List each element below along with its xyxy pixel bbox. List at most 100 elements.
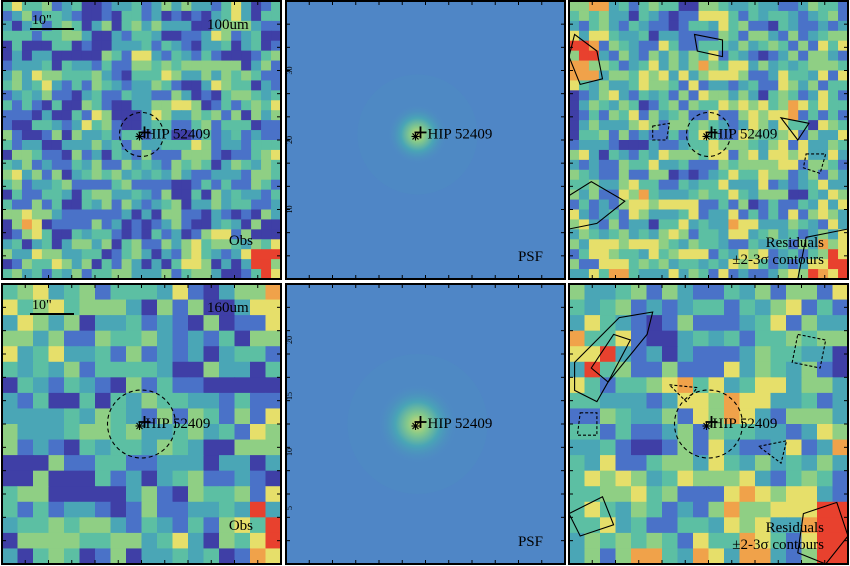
row-160um-residual-pixel [739,424,756,441]
row-160um-obs-pixel [2,439,19,456]
row-160um-residual-pixel [755,330,772,347]
row-100um-residual-pixel [748,159,759,171]
row-160um-residual-pixel [569,346,586,363]
row-100um-obs-pixel [91,100,103,111]
row-160um-residual-pixel [832,361,848,378]
row-100um-obs-pixel [71,269,83,279]
row-100um-obs-pixel [111,110,123,121]
row-100um-obs-pixel [101,259,113,270]
row-100um-residual-pixel [569,179,580,191]
row-160um-obs-pixel [141,517,158,534]
row-100um-obs-pixel [151,10,163,22]
row-100um-obs-pixel [261,50,272,62]
row-100um-residual-pixel [578,90,590,101]
row-100um-residual-pixel [728,40,739,52]
row-100um-residual-pixel [738,1,749,12]
row-100um-residual-pixel [668,199,680,211]
row-100um-residual-pixel [768,239,779,250]
row-100um-residual-pixel [808,149,819,161]
row-100um-obs-pixel [241,100,252,111]
row-160um-obs-pixel [126,315,143,332]
row-100um-obs-pixel [111,60,123,72]
row-100um-residual-pixel [748,140,759,151]
row-100um-residual-pixel [778,169,789,181]
row-160um-obs-pixel [48,284,65,301]
row-100um-obs-pixel [111,209,123,221]
row-100um-obs-pixel [181,20,192,32]
row-100um-residual-pixel [628,140,640,151]
row-100um-obs-pixel [261,209,272,221]
row-160um-residual-pixel [801,548,818,564]
row-100um-obs-pixel [211,130,222,141]
row-100um-obs-pixel [231,239,242,250]
row-100um-residual-pixel [698,100,710,111]
row-100um-residual-pixel [668,60,680,72]
row-100um-obs-pixel [231,140,242,151]
row-160um-residual-pixel [600,517,617,534]
row-160um-residual-pixel [631,470,648,487]
row-160um-residual-pixel [569,470,586,487]
row-100um-residual-pixel [618,179,630,191]
row-100um-obs-pixel [151,199,163,211]
row-100um-residual-pixel [638,159,650,171]
row-100um-obs-pixel [71,249,83,260]
row-100um-residual-pixel [668,249,680,260]
row-100um-residual-pixel [828,189,839,201]
row-160um-residual-pixel [569,408,586,425]
row-100um-obs-pixel [271,209,281,221]
row-100um-obs-pixel [221,239,232,250]
row-160um-residual-pixel [631,548,648,564]
row-160um-obs-pixel [265,439,281,456]
row-160um-residual-pixel [631,330,648,347]
row-100um-obs-pixel [111,259,123,270]
row-100um-obs-pixel [11,80,23,91]
row-100um-residual-pixel [728,110,739,121]
row-100um-obs-pixel [61,1,73,12]
row-160um-residual-pixel [646,330,663,347]
row-100um-residual-pixel [778,159,789,171]
row-100um-residual-pixel [768,50,779,62]
row-100um-obs-pixel [151,149,163,161]
row-160um-residual-pixel [801,517,818,534]
row-100um-obs-pixel [181,140,192,151]
row-100um-obs-pixel [2,219,13,230]
row-100um-obs-pixel [91,130,103,141]
row-100um-obs-pixel [261,199,272,211]
row-100um-residual-pixel [588,149,600,161]
row-100um-residual-pixel [838,110,848,121]
row-100um-obs-pixel [2,40,13,52]
row-100um-obs-pixel [31,80,43,91]
row-100um-residual-pixel [838,259,848,270]
row-100um-residual-pixel [808,50,819,62]
row-100um-obs-pixel [101,269,113,279]
row-100um-residual-pixel [818,259,829,270]
row-100um-obs-pixel [241,239,252,250]
row-160um-residual-pixel [646,486,663,503]
row-100um-obs-pixel [181,249,192,260]
row-100um-obs-pixel [151,70,163,82]
row-100um-obs-pixel [21,159,33,171]
row-100um-residual-pixel [738,90,749,101]
row-100um-residual-pixel [838,149,848,161]
row-160um-residual-pixel [801,315,818,332]
row-100um-obs-pixel [81,1,93,12]
row-100um-residual-pixel [688,269,700,279]
row-100um-residual-pixel [569,149,580,161]
row-160um-residual-pixel [615,517,632,534]
residuals-label: Residuals [766,520,824,536]
row-100um-residual-pixel [698,169,710,181]
row-100um-obs-pixel [41,269,53,279]
row-100um-obs-pixel [171,1,182,12]
row-100um-residual-pixel [758,199,769,211]
row-100um-obs-pixel [91,169,103,181]
row-160um-obs-pixel [172,548,189,564]
row-160um-obs-pixel [48,548,65,564]
row-160um-obs-pixel [48,346,65,363]
row-160um-obs-pixel [172,501,189,518]
row-100um-obs-pixel [221,80,232,91]
row-100um-residual-pixel [648,239,660,250]
row-100um-residual-pixel [668,90,680,101]
row-100um-obs-pixel [231,189,242,201]
row-100um-obs-pixel [131,249,143,260]
row-100um-obs-pixel [261,189,272,201]
